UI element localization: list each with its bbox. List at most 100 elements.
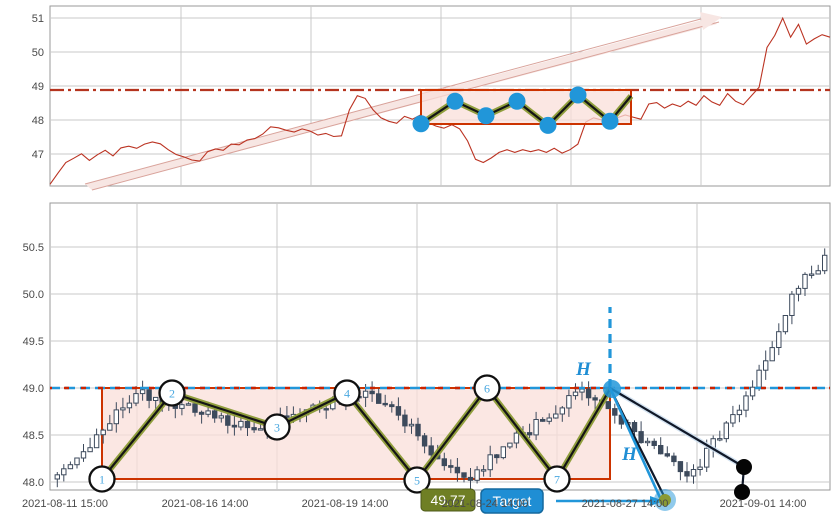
detail-xtick-2: 2021-08-19 14:00	[302, 498, 389, 510]
detail-ytick-0: 50.5	[23, 242, 44, 254]
candle-down	[199, 412, 203, 414]
candle-up	[823, 255, 827, 270]
candle-up	[68, 465, 72, 469]
pivot-label-2: 2	[169, 387, 175, 401]
overview-ytick-0: 51	[32, 13, 44, 25]
candle-up	[127, 403, 131, 408]
candle-down	[396, 407, 400, 416]
candle-down	[252, 428, 256, 430]
candle-up	[534, 420, 538, 435]
candle-up	[718, 439, 722, 440]
candle-down	[632, 423, 636, 432]
projection-high-marker	[736, 459, 752, 475]
candle-up	[567, 396, 571, 408]
candle-up	[770, 348, 774, 361]
candle-up	[750, 387, 754, 396]
candle-down	[147, 390, 151, 401]
overview-pivot-dot	[413, 116, 429, 132]
candle-down	[606, 402, 610, 409]
pivot-label-3: 3	[274, 421, 280, 435]
candle-down	[193, 404, 197, 413]
candle-up	[698, 467, 702, 469]
candle-down	[652, 441, 656, 445]
overview-pivot-dot	[447, 93, 463, 109]
candle-up	[508, 443, 512, 447]
candle-down	[527, 433, 531, 435]
candle-down	[383, 403, 387, 404]
candle-up	[573, 392, 577, 396]
chart-screenshot: 51 50 49 48 47	[0, 0, 837, 520]
candle-up	[219, 416, 223, 418]
candle-down	[541, 420, 545, 422]
candle-up	[816, 271, 820, 274]
candle-down	[245, 421, 249, 427]
candle-down	[449, 466, 453, 468]
candle-down	[422, 436, 426, 446]
detail-xtick-0: 2021-08-11 15:00	[22, 498, 108, 510]
candle-up	[580, 389, 584, 392]
candle-down	[324, 409, 328, 410]
pattern-label-right: H	[621, 444, 638, 465]
overview-pivot-dot	[602, 113, 618, 129]
candle-up	[180, 405, 184, 409]
candle-up	[206, 411, 210, 414]
candle-up	[705, 448, 709, 467]
pivot-label-4: 4	[344, 387, 350, 401]
candle-up	[88, 448, 92, 452]
pivot-label-1: 1	[99, 473, 105, 487]
candle-down	[232, 425, 236, 427]
overview-ytick-1: 50	[32, 47, 44, 59]
candle-up	[783, 316, 787, 332]
candle-up	[239, 421, 243, 427]
candle-down	[495, 455, 499, 458]
breakout-dot	[603, 380, 621, 398]
candle-up	[757, 370, 761, 387]
candle-up	[121, 408, 125, 410]
candle-up	[81, 452, 85, 458]
candle-up	[186, 404, 190, 405]
detail-xtick-4: 2021-08-27 14:00	[582, 498, 669, 510]
candle-up	[554, 414, 558, 418]
candle-down	[403, 415, 407, 426]
candle-up	[363, 391, 367, 397]
detail-svg: 50.5 50.0 49.5 49.0 48.5 48.0	[0, 195, 837, 520]
pattern-label-left: H	[575, 359, 592, 380]
detail-x-axis: 2021-08-11 15:00 2021-08-16 14:00 2021-0…	[22, 498, 806, 510]
detail-ytick-5: 48.0	[23, 477, 44, 489]
candle-down	[370, 391, 374, 394]
candle-down	[659, 446, 663, 454]
pivot-label-7: 7	[554, 473, 560, 487]
candle-down	[468, 477, 472, 480]
candle-up	[409, 424, 413, 426]
candle-down	[429, 446, 433, 455]
candle-down	[672, 456, 676, 462]
candle-up	[737, 410, 741, 414]
candle-up	[724, 423, 728, 439]
candle-down	[462, 473, 466, 478]
candle-up	[55, 475, 59, 479]
candle-up	[481, 470, 485, 471]
candle-up	[514, 433, 518, 443]
overview-ytick-3: 48	[32, 115, 44, 127]
candle-down	[416, 424, 420, 436]
overview-price-panel: 51 50 49 48 47	[0, 0, 837, 195]
detail-xtick-1: 2021-08-16 14:00	[162, 498, 249, 510]
overview-pivot-dot	[570, 87, 586, 103]
detail-candlestick-panel: 50.5 50.0 49.5 49.0 48.5 48.0	[0, 195, 837, 520]
overview-pivot-dot	[540, 117, 556, 133]
overview-ytick-4: 47	[32, 149, 44, 161]
candle-up	[645, 441, 649, 442]
overview-horizontal-gridlines	[50, 18, 830, 154]
candle-up	[108, 424, 112, 431]
candle-up	[796, 288, 800, 294]
pivot-label-5: 5	[414, 474, 420, 488]
candle-up	[777, 332, 781, 348]
candle-down	[390, 405, 394, 407]
candle-up	[75, 458, 79, 465]
overview-svg: 51 50 49 48 47	[0, 0, 837, 195]
candle-down	[377, 394, 381, 404]
candle-up	[809, 274, 813, 275]
candle-up	[731, 415, 735, 423]
candle-down	[213, 411, 217, 418]
candle-up	[744, 396, 748, 410]
